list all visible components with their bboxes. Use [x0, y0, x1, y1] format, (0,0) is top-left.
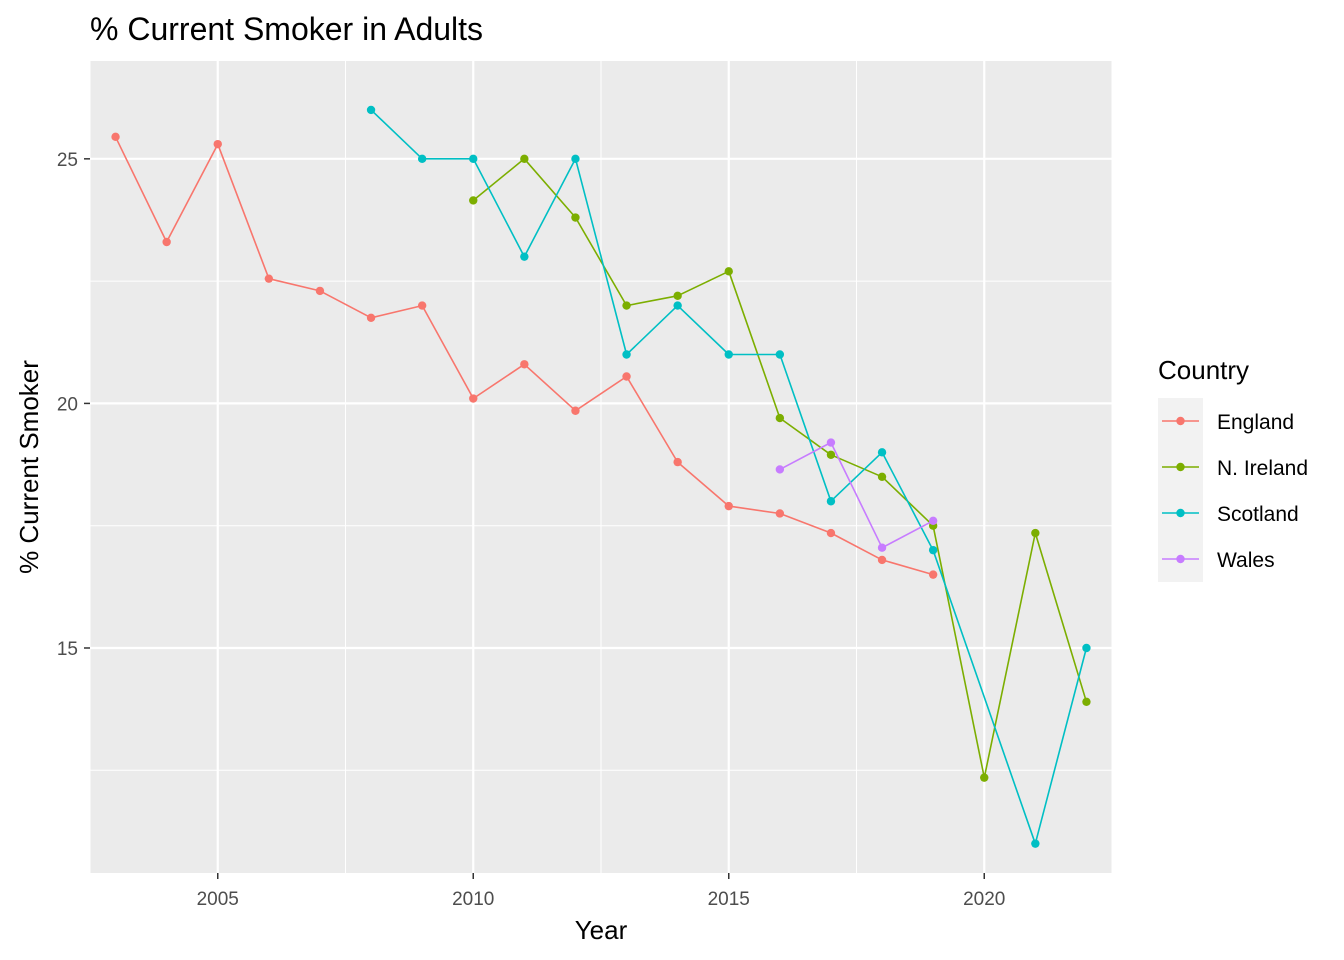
major-gridlines — [90, 61, 1112, 873]
x-axis-ticks: 2005 2010 2015 2020 — [197, 873, 1005, 910]
data-point-scotland — [877, 448, 887, 457]
data-point-england — [264, 274, 274, 283]
data-point-wales — [877, 543, 887, 552]
data-point-n-ireland — [826, 450, 836, 459]
data-point-n-ireland — [469, 196, 478, 205]
data-point-england — [162, 237, 171, 247]
x-tick-label: 2005 — [197, 889, 239, 910]
data-point-england — [673, 457, 682, 467]
legend-key-background — [1158, 398, 1203, 582]
data-point-scotland — [724, 350, 733, 359]
data-point-scotland — [622, 350, 631, 359]
data-point-n-ireland — [520, 154, 529, 164]
data-point-england — [622, 372, 631, 381]
data-point-n-ireland — [571, 213, 580, 222]
data-point-scotland — [673, 301, 682, 310]
data-point-england — [213, 139, 222, 149]
data-point-wales — [775, 465, 785, 474]
data-point-scotland — [826, 497, 836, 506]
data-point-scotland — [1031, 839, 1040, 848]
x-axis-title: Year — [575, 915, 628, 945]
data-point-n-ireland — [622, 301, 631, 310]
legend-key-point-n-ireland — [1176, 462, 1185, 472]
minor-gridlines — [89, 61, 1113, 873]
data-point-england — [571, 406, 580, 415]
series-line-wales — [779, 441, 934, 549]
data-point-england — [315, 286, 325, 296]
data-point-england — [724, 501, 733, 511]
data-point-n-ireland — [673, 291, 682, 300]
data-point-scotland — [928, 545, 938, 555]
chart-title: % Current Smoker in Adults — [90, 11, 483, 47]
legend-key-point-wales — [1176, 554, 1185, 564]
x-tick-label: 2020 — [963, 889, 1005, 910]
data-point-england — [520, 360, 529, 369]
legend-label-england: England — [1217, 411, 1294, 434]
data-point-scotland — [366, 105, 376, 115]
data-point-scotland — [469, 154, 478, 164]
y-tick-label: 15 — [57, 639, 78, 660]
data-point-n-ireland — [1082, 697, 1091, 706]
data-point-n-ireland — [1031, 528, 1040, 538]
legend-key-point-scotland — [1176, 508, 1185, 518]
legend-key-point-england — [1176, 416, 1185, 426]
y-axis-title: % Current Smoker — [14, 360, 44, 574]
y-axis-ticks: 15 20 25 — [57, 150, 90, 660]
x-tick-label: 2010 — [452, 889, 494, 910]
data-point-england — [775, 509, 785, 518]
y-tick-label: 25 — [57, 150, 78, 171]
data-point-n-ireland — [775, 413, 785, 423]
data-point-scotland — [571, 154, 580, 164]
series-line-scotland — [370, 109, 1088, 845]
data-point-scotland — [1082, 643, 1091, 653]
data-point-scotland — [520, 252, 529, 261]
data-point-england — [417, 301, 427, 310]
legend-label-scotland: Scotland — [1217, 503, 1299, 526]
data-point-england — [928, 570, 938, 579]
data-point-wales — [826, 438, 836, 447]
data-point-scotland — [417, 154, 427, 164]
legend-label-n-ireland: N. Ireland — [1217, 457, 1308, 480]
data-point-wales — [928, 516, 938, 526]
data-point-scotland — [775, 350, 785, 359]
legend-title: Country — [1158, 355, 1249, 385]
data-point-england — [366, 313, 376, 323]
data-point-england — [877, 555, 887, 565]
data-point-n-ireland — [724, 267, 733, 276]
x-tick-label: 2015 — [708, 889, 750, 910]
data-point-england — [469, 394, 478, 403]
data-point-england — [111, 132, 120, 142]
data-point-n-ireland — [980, 773, 989, 782]
data-point-n-ireland — [877, 472, 887, 481]
series-points — [111, 105, 1091, 848]
y-tick-label: 20 — [57, 394, 78, 415]
data-point-england — [826, 528, 836, 538]
legend-label-wales: Wales — [1217, 549, 1275, 572]
legend: Country England N. Ireland Scotland Wales — [1158, 355, 1308, 582]
